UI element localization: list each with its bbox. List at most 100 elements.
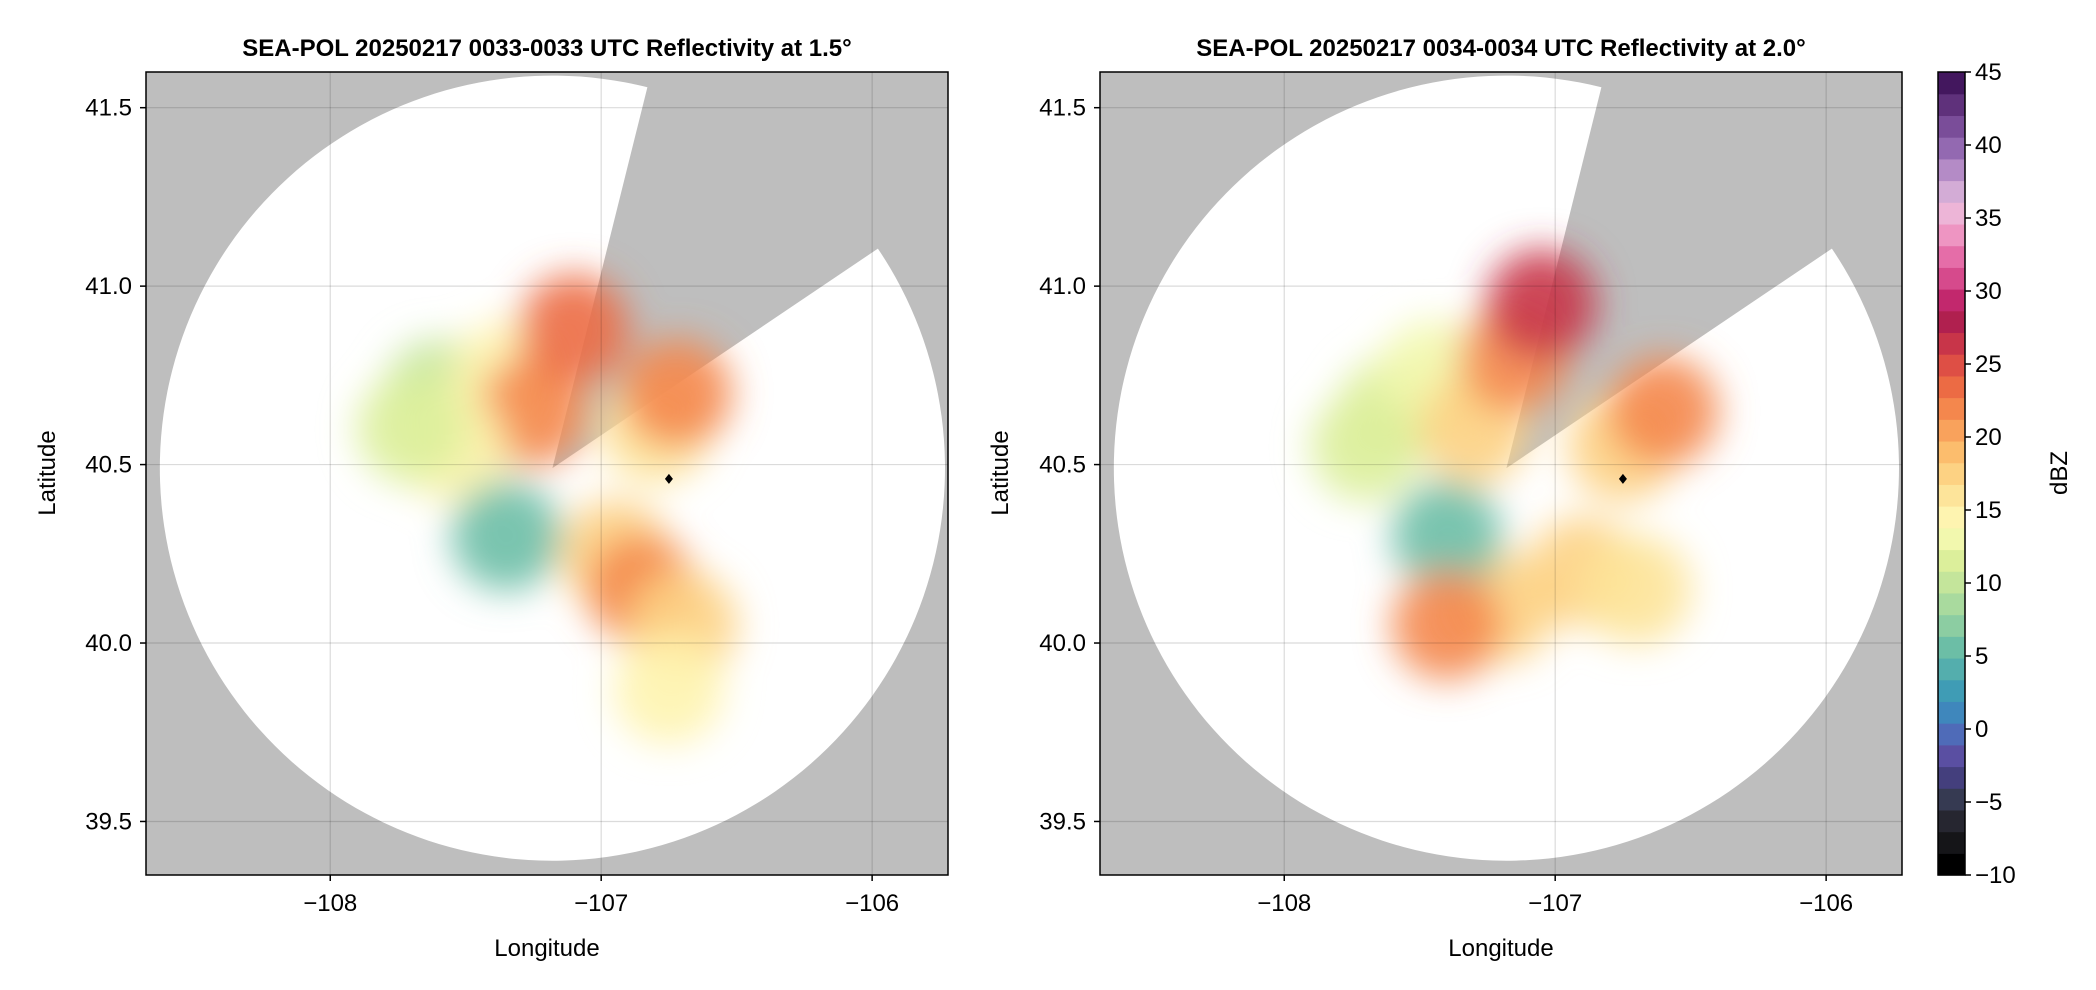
radar-marker	[1618, 473, 1627, 484]
x-tick-label: −106	[845, 890, 899, 917]
y-tick-label: 40.0	[1039, 630, 1086, 657]
echo-cell	[1608, 356, 1719, 467]
colorbar-segment	[1938, 614, 1965, 637]
chart-title: SEA-POL 20250217 0033-0033 UTC Reflectiv…	[242, 35, 851, 62]
y-tick-label: 40.5	[1039, 452, 1086, 479]
colorbar-segment	[1938, 267, 1965, 290]
x-ticks: −108 −107 −106	[303, 875, 899, 917]
echo-cell	[1486, 248, 1597, 359]
colorbar-tick-label: −10	[1975, 862, 2016, 889]
colorbar-segment	[1938, 592, 1965, 616]
colorbar-segment	[1938, 397, 1965, 420]
colorbar-ticks: −10 −5 0 5 10 15 20 25 30 35 40 45	[1965, 59, 2016, 889]
colorbar-tick-label: 35	[1975, 205, 2002, 232]
grid-lines	[1100, 72, 1902, 875]
colorbar-segment	[1938, 809, 1965, 833]
y-axis-label: Latitude	[34, 430, 61, 515]
colorbar-segment	[1938, 375, 1965, 399]
echo-cell	[356, 373, 467, 484]
radar-panel-left: −108 −107 −106 39.5 40.0 40.5 41.0 41.5 SEA-PO…	[34, 35, 949, 962]
radar-marker	[664, 473, 673, 484]
colorbar-segment	[1938, 506, 1965, 529]
colorbar-tick-label: 30	[1975, 278, 2002, 305]
colorbar-segment	[1938, 180, 1965, 203]
echo-cell	[1581, 534, 1692, 645]
colorbar-segment	[1938, 440, 1965, 464]
x-tick-label: −108	[1257, 890, 1311, 917]
y-tick-label: 41.5	[1039, 95, 1086, 122]
y-tick-label: 41.0	[85, 273, 132, 300]
colorbar-segment	[1938, 419, 1965, 442]
echo-cell	[622, 338, 733, 449]
colorbar-tick-label: 5	[1975, 643, 1988, 670]
colorbar-label: dBZ	[2046, 451, 2073, 495]
colorbar-segment	[1938, 158, 1965, 182]
reflectivity-echoes	[1310, 248, 1719, 681]
echo-cell	[1391, 570, 1502, 681]
y-tick-label: 40.5	[85, 452, 132, 479]
colorbar-tick-label: 45	[1975, 59, 2002, 86]
x-tick-label: −107	[574, 890, 628, 917]
echo-cell	[613, 634, 724, 745]
colorbar-segment	[1938, 245, 1965, 268]
colorbar-segment	[1938, 636, 1965, 659]
plot-frame	[1099, 71, 1903, 876]
colorbar-segment	[1938, 853, 1965, 876]
grid-lines	[146, 72, 948, 875]
colorbar-segment	[1938, 115, 1965, 138]
colorbar-segment	[1938, 72, 1965, 95]
colorbar-segment	[1938, 723, 1965, 746]
radar-coverage	[159, 75, 945, 861]
colorbar-tick-label: 20	[1975, 424, 2002, 451]
colorbar-tick-label: −5	[1975, 789, 2002, 816]
colorbar-segment	[1938, 549, 1965, 572]
y-tick-label: 40.0	[85, 630, 132, 657]
x-tick-label: −107	[1528, 890, 1582, 917]
colorbar-tick-label: 15	[1975, 497, 2002, 524]
x-ticks: −108 −107 −106	[1257, 875, 1853, 917]
colorbar-segment	[1938, 657, 1965, 681]
y-tick-label: 41.5	[85, 95, 132, 122]
y-tick-label: 41.0	[1039, 273, 1086, 300]
colorbar-segment	[1938, 484, 1965, 507]
colorbar-segment	[1938, 354, 1965, 377]
x-axis-label: Longitude	[1448, 935, 1553, 962]
colorbar-tick-label: 40	[1975, 132, 2002, 159]
chart-title: SEA-POL 20250217 0034-0034 UTC Reflectiv…	[1196, 35, 1805, 62]
colorbar-segment	[1938, 462, 1965, 485]
radar-panel-right: −108 −107 −106 39.5 40.0 40.5 41.0 41.5 SEA-PO…	[987, 35, 1903, 962]
plot-frame	[145, 71, 949, 876]
colorbar-segment	[1938, 202, 1965, 225]
colorbar-frame	[1937, 71, 1966, 876]
colorbar-segment	[1938, 332, 1965, 355]
colorbar-tick-label: 0	[1975, 716, 1988, 743]
x-axis-label: Longitude	[494, 935, 599, 962]
colorbar-segment	[1938, 831, 1965, 854]
colorbar-segment	[1938, 766, 1965, 789]
colorbar-segment	[1938, 571, 1965, 594]
x-tick-label: −106	[1799, 890, 1853, 917]
colorbar-segment	[1938, 93, 1965, 117]
colorbar-segment	[1938, 679, 1965, 702]
colorbar-segment	[1938, 137, 1965, 160]
colorbar-segment	[1938, 744, 1965, 768]
colorbar: −10 −5 0 5 10 15 20 25 30 35 40 45 dBZ	[1937, 59, 2073, 889]
colorbar-segment	[1938, 289, 1965, 312]
echo-cell	[451, 480, 562, 591]
colorbar-segment	[1938, 223, 1965, 247]
y-axis-label: Latitude	[987, 430, 1014, 515]
echo-cell	[1391, 480, 1502, 591]
echo-cell	[519, 273, 630, 384]
colorbar-segments	[1938, 72, 1965, 876]
x-tick-label: −108	[303, 890, 357, 917]
y-tick-label: 39.5	[1039, 808, 1086, 835]
colorbar-segment	[1938, 701, 1965, 724]
reflectivity-echoes	[356, 273, 738, 745]
colorbar-tick-label: 10	[1975, 570, 2002, 597]
colorbar-tick-label: 25	[1975, 351, 2002, 378]
colorbar-segment	[1938, 310, 1965, 334]
echo-cell	[1310, 391, 1421, 502]
y-ticks: 39.5 40.0 40.5 41.0 41.5	[85, 95, 146, 835]
colorbar-segment	[1938, 788, 1965, 811]
